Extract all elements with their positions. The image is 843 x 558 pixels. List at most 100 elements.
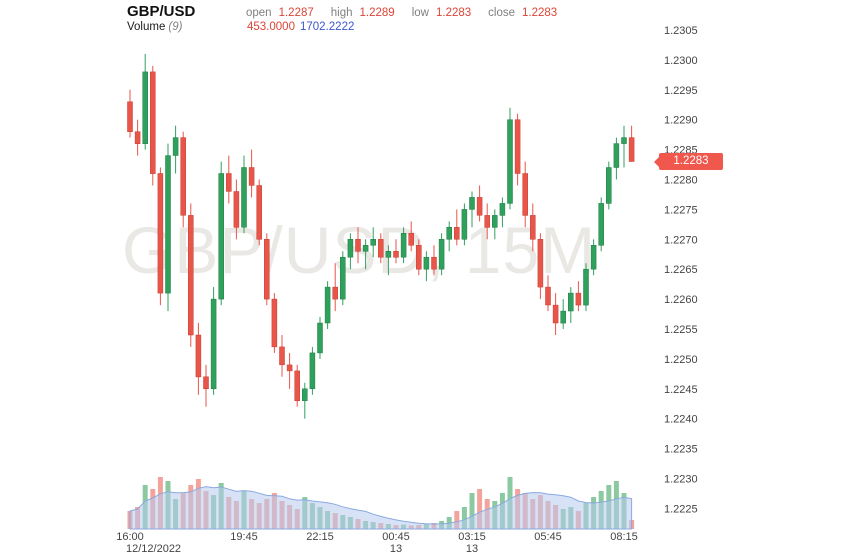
candle-body [469,197,475,210]
candle-body [150,71,156,174]
high-value: 1.2289 [359,7,395,19]
candle-body [286,364,293,372]
x-axis-label: 05:45 [534,531,562,543]
low-value: 1.2283 [435,7,472,19]
candle-body [324,286,331,324]
candle-body [514,119,521,174]
x-axis-label: 08:15 [610,531,638,543]
candle-body [317,322,323,354]
candle-body [431,256,437,270]
ohlc-low: low 1.2283 [412,7,471,19]
volume-ma-value: 1702.2222 [300,21,355,33]
y-axis-label: 1.2255 [664,324,698,336]
candle-body [378,239,384,258]
candle-body [241,167,247,228]
candle-body [165,155,171,294]
candle-body [568,292,574,312]
candle-body [628,137,635,162]
volume-indicator-label: Volume [127,21,166,33]
ohlc-open: open 1.2287 [246,7,314,19]
ohlc-close: close 1.2283 [488,7,557,19]
high-label: high [330,7,353,19]
volume-current-value: 453.0000 [247,21,295,33]
candle-body [332,286,338,300]
candle-body [575,292,582,306]
last-price-value: 1.2283 [673,155,709,167]
y-axis-label: 1.2280 [664,175,698,187]
candle-body [355,239,361,252]
x-axis-label: 16:00 [116,531,144,543]
candle-body [499,203,506,216]
candle-body [294,370,300,402]
volume-bar [461,507,467,529]
y-axis-label: 1.2265 [664,264,698,276]
candle-body [188,215,194,336]
candle-body [590,245,597,270]
candle-body [423,256,430,270]
x-axis-date-label: 13 [466,543,478,555]
volume-indicator-row: Volume (9) 453.0000 1702.2222 [127,21,447,35]
candle-body [522,173,528,216]
y-axis-label: 1.2300 [664,55,698,67]
candle-body [545,286,551,306]
y-axis-label: 1.2245 [664,384,698,396]
candle-body [400,233,407,258]
candle-body [248,167,255,186]
y-axis-label: 1.2240 [664,414,698,426]
y-axis-label: 1.2270 [664,234,698,246]
close-value: 1.2283 [522,7,558,19]
candle-body [530,215,536,240]
candle-body [370,239,376,246]
y-axis-label: 1.2235 [664,444,698,456]
candle-body [598,203,604,246]
candle-body [142,71,148,144]
candle-body [393,251,399,258]
candle-body [476,197,483,216]
candle-body [347,239,354,258]
last-price-badge: 1.2283 [654,153,723,170]
candle-body [583,268,589,306]
y-axis-label: 1.2260 [664,294,698,306]
candle-body [172,137,179,156]
y-axis-label: 1.2305 [664,25,698,37]
candle-body [195,334,202,378]
candle-body [560,310,566,324]
candle-body [438,239,445,270]
candle-body [279,346,285,366]
y-axis-label: 1.2290 [664,115,698,127]
volume-ma-area [129,486,633,530]
candle-body [408,233,414,246]
candle-body [271,298,278,348]
candle-body [309,352,316,390]
candle-body [552,304,559,324]
y-axis-label: 1.2225 [664,503,698,515]
open-value: 1.2287 [278,7,314,19]
candle-body [226,173,232,192]
candle-body [157,173,164,294]
y-axis-label: 1.2250 [664,354,698,366]
x-axis-label: 03:15 [458,531,486,543]
candle-body [507,119,513,204]
candle-body [134,131,141,144]
x-axis-label: 00:45 [382,531,410,543]
candle-body [461,209,468,240]
chart-header: GBP/USD open 1.2287 high 1.2289 low 1.2283 … [127,3,574,20]
candle-body [484,215,490,228]
volume-bar [469,493,475,529]
close-label: close [488,7,516,19]
candle-body [621,137,627,144]
candle-body [340,256,346,300]
candle-body [385,251,392,258]
x-axis-date-label: 12/12/2022 [126,543,181,555]
ohlc-high: high 1.2289 [331,7,395,19]
candle-body [264,239,270,300]
open-label: open [246,7,272,19]
y-axis-label: 1.2230 [664,474,698,486]
y-axis-label: 1.2275 [664,204,698,216]
candle-body [203,376,209,390]
candle-body [416,245,422,270]
volume-bar [477,489,483,529]
axes-layer: 1.23051.23001.22951.22901.22851.22801.22… [116,25,697,555]
